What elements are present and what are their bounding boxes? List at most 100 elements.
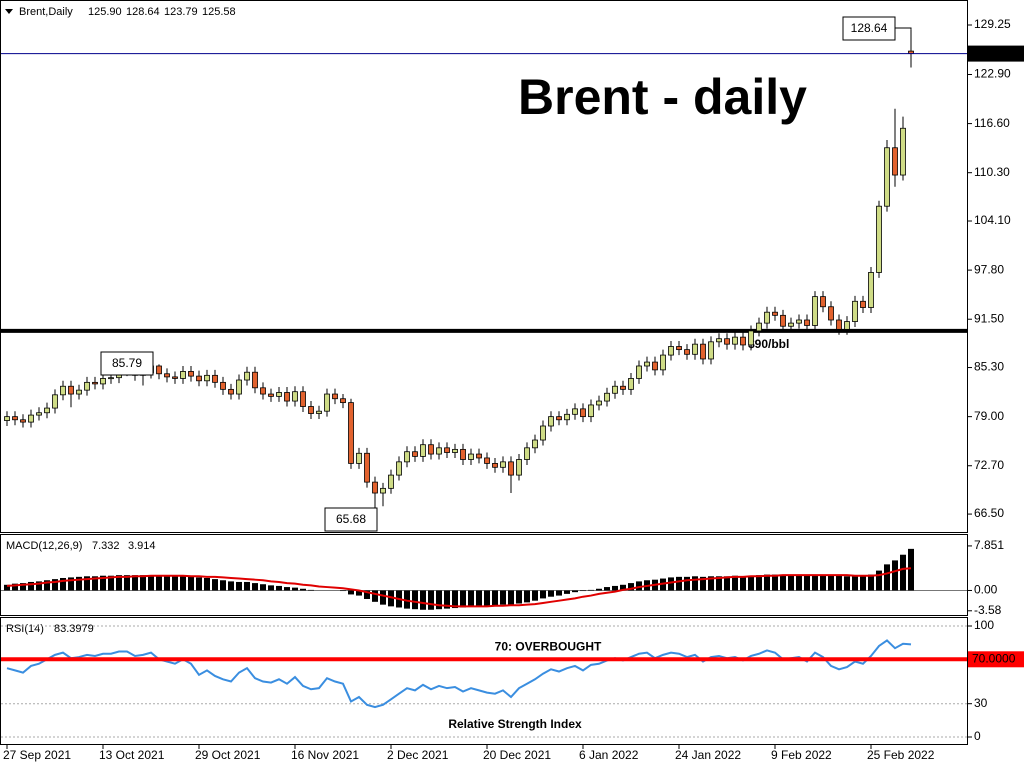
macd-bar [84, 576, 90, 591]
x-tick-label: 13 Oct 2021 [99, 748, 165, 762]
macd-bar [692, 576, 698, 591]
x-tick-label: 29 Oct 2021 [195, 748, 261, 762]
macd-bar [268, 585, 274, 591]
candle-body [252, 371, 258, 389]
candle-body [676, 346, 682, 351]
candle-body [828, 306, 834, 321]
macd-panel [0, 534, 968, 616]
candle-body [668, 346, 674, 356]
macd-bar [836, 575, 842, 591]
macd-bar [540, 590, 546, 599]
candle-body [612, 385, 618, 394]
candle-body [780, 314, 786, 327]
candle-body [364, 452, 370, 483]
candle-body [444, 447, 450, 453]
candle-body [724, 338, 730, 345]
candle-body [292, 391, 298, 402]
candle-body [164, 373, 170, 378]
candle-body [532, 439, 538, 449]
macd-bar [188, 576, 194, 591]
rsi-line [6, 639, 912, 709]
candle-body [812, 296, 818, 326]
candle-body [420, 444, 426, 457]
macd-bar [876, 570, 882, 591]
candle-body [60, 385, 66, 396]
candle-body [748, 330, 754, 346]
x-tick-label: 20 Dec 2021 [483, 748, 551, 762]
candle-body [100, 378, 106, 385]
macd-bar [828, 575, 834, 591]
candle-body [588, 404, 594, 418]
candle-body [484, 457, 490, 464]
x-tick-label: 25 Feb 2022 [867, 748, 935, 762]
candle-body [396, 461, 402, 476]
candle-body [620, 385, 626, 390]
macd-bar [236, 581, 242, 591]
candle-body [332, 393, 338, 400]
macd-bar [548, 590, 554, 597]
macd-bar [716, 576, 722, 591]
candle-body [796, 319, 802, 324]
candle-body [476, 453, 482, 459]
macd-bar [908, 548, 914, 591]
macd-bar [380, 590, 386, 605]
y-tick-label: 129.25 [974, 17, 1011, 31]
candle-body [380, 487, 386, 494]
macd-bar [44, 580, 50, 591]
candle-body [428, 444, 434, 455]
candle-body [316, 410, 322, 414]
candle-body [884, 147, 890, 207]
macd-bar [116, 575, 122, 591]
macd-bar [556, 590, 562, 596]
candle-body [204, 374, 210, 382]
candle-body [436, 447, 442, 455]
candle-body [764, 311, 770, 324]
macd-bar [852, 575, 858, 591]
macd-bar [196, 577, 202, 591]
macd-bar [372, 590, 378, 602]
ohlc-close: 125.58 [202, 6, 236, 18]
macd-bar [68, 577, 74, 591]
candle-body [852, 300, 858, 322]
candle-body [876, 205, 882, 273]
macd-bar [772, 574, 778, 591]
macd-bar [500, 590, 506, 605]
macd-bar [340, 590, 346, 592]
macd-bar [284, 587, 290, 591]
candle-body [804, 319, 810, 326]
macd-bar [124, 575, 130, 591]
candle-body [28, 414, 34, 423]
x-tick-label: 6 Jan 2022 [579, 748, 639, 762]
macd-bar [588, 589, 594, 591]
candle-body [492, 463, 498, 468]
macd-bar [100, 575, 106, 591]
macd-bar [596, 588, 602, 591]
macd-bar [804, 575, 810, 591]
level-box [968, 651, 1024, 668]
macd-bar [92, 576, 98, 591]
menu-arrow[interactable] [5, 9, 13, 14]
y-tick-label: 104.10 [974, 213, 1011, 227]
callout-box [100, 351, 154, 376]
y-tick-label: 79.00 [974, 409, 1004, 423]
macd-bar [756, 575, 762, 591]
candle-body [820, 296, 826, 308]
macd-bar [132, 575, 138, 591]
macd-bar [348, 590, 354, 595]
y-tick-label: 0 [974, 729, 981, 743]
candle-body [772, 311, 778, 316]
macd-bar [516, 590, 522, 604]
candle-body [756, 322, 762, 332]
rsi-panel [0, 617, 968, 745]
candle-body [892, 147, 898, 176]
candle-body [868, 272, 874, 308]
macd-bar [356, 590, 362, 596]
candle-body [548, 416, 554, 427]
candle-body [20, 419, 26, 423]
macd-bar [860, 575, 866, 591]
candle-body [636, 365, 642, 379]
candle-body [700, 343, 706, 360]
candle-body [4, 416, 10, 421]
candle-body [76, 389, 82, 395]
candle-body [452, 448, 458, 453]
